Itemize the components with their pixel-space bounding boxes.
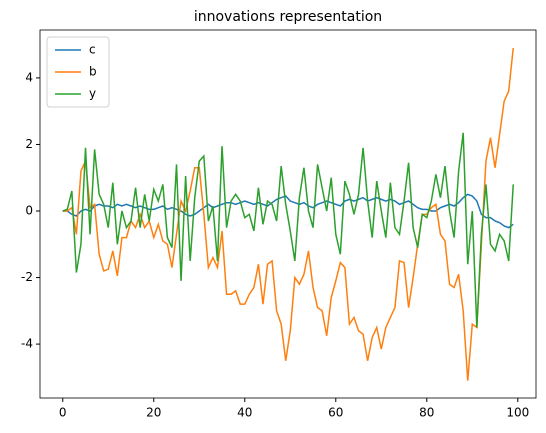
legend-label: c [89, 43, 96, 57]
x-tick-label: 100 [506, 406, 529, 420]
chart-title: innovations representation [194, 9, 382, 25]
y-tick-label: 0 [25, 204, 33, 218]
legend-label: y [89, 87, 96, 101]
y-tick-label: -2 [21, 270, 33, 284]
x-tick-label: 40 [237, 406, 252, 420]
axes-frame [39, 29, 537, 399]
x-tick-label: 20 [146, 406, 161, 420]
series-line [62, 47, 514, 381]
y-tick-label: 4 [25, 70, 33, 84]
x-tick-label: 60 [328, 406, 343, 420]
x-tick-label: 0 [59, 406, 67, 420]
legend-label: b [89, 65, 97, 79]
y-tick-label: -4 [21, 337, 33, 351]
series-line [62, 132, 514, 328]
y-tick-label: 2 [25, 137, 33, 151]
x-tick-label: 80 [419, 406, 434, 420]
